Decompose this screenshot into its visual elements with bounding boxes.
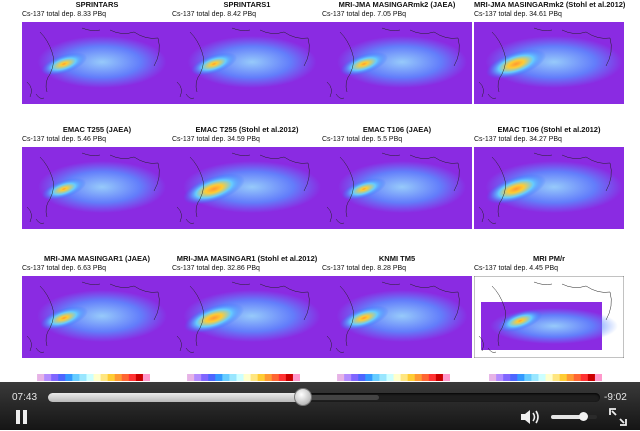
deposition-map bbox=[322, 276, 472, 358]
elapsed-time: 07:43 bbox=[12, 392, 38, 403]
panel-deposition-label: Cs-137 total dep. 8.28 PBq bbox=[322, 265, 407, 272]
deposition-map bbox=[172, 147, 322, 229]
panel-title: MRI PM/r bbox=[532, 254, 566, 263]
volume-handle[interactable] bbox=[579, 412, 589, 421]
model-comparison-grid: SPRINTARS Cs-137 total dep. 8.33 PBq SPRI… bbox=[22, 0, 626, 381]
colorbar bbox=[180, 374, 300, 381]
seek-bar[interactable] bbox=[48, 393, 600, 402]
speaker-icon[interactable] bbox=[519, 408, 543, 431]
panel-deposition-label: Cs-137 total dep. 7.05 PBq bbox=[322, 11, 407, 18]
colorbar bbox=[482, 374, 602, 381]
panel-deposition-label: Cs-137 total dep. 34.59 PBq bbox=[172, 136, 260, 143]
deposition-map bbox=[474, 276, 624, 358]
remaining-time: -9:02 bbox=[604, 392, 627, 403]
panel-title: KNMI TM5 bbox=[378, 254, 416, 263]
deposition-map bbox=[474, 147, 624, 229]
seek-handle[interactable] bbox=[293, 388, 312, 406]
panel-title: MRI-JMA MASINGAR1 (JAEA) bbox=[44, 254, 150, 263]
deposition-map bbox=[22, 22, 172, 104]
panel-title: SPRINTARS1 bbox=[223, 0, 271, 9]
deposition-map bbox=[22, 276, 172, 358]
panel-title: MRI-JMA MASINGARmk2 (JAEA) bbox=[338, 0, 456, 9]
panel-deposition-label: Cs-137 total dep. 8.33 PBq bbox=[22, 11, 107, 18]
panel-deposition-label: Cs-137 total dep. 34.27 PBq bbox=[474, 136, 562, 143]
deposition-map bbox=[172, 22, 322, 104]
fullscreen-icon[interactable] bbox=[609, 408, 627, 431]
panel-deposition-label: Cs-137 total dep. 8.42 PBq bbox=[172, 11, 257, 18]
deposition-map bbox=[322, 22, 472, 104]
pause-icon[interactable] bbox=[15, 409, 29, 430]
deposition-map bbox=[172, 276, 322, 358]
panel-title: SPRINTARS bbox=[75, 0, 119, 9]
panel-deposition-label: Cs-137 total dep. 5.46 PBq bbox=[22, 136, 107, 143]
deposition-map bbox=[322, 147, 472, 229]
panel-title: MRI-JMA MASINGAR1 (Stohl et al.2012) bbox=[176, 254, 318, 263]
video-controls: 07:43 -9:02 bbox=[0, 382, 640, 430]
volume-level bbox=[551, 415, 584, 419]
deposition-map bbox=[474, 22, 624, 104]
volume-slider[interactable] bbox=[551, 412, 597, 421]
played-bar bbox=[48, 393, 302, 402]
panel-title: EMAC T106 (Stohl et al.2012) bbox=[497, 125, 601, 134]
panel-deposition-label: Cs-137 total dep. 34.61 PBq bbox=[474, 11, 562, 18]
deposition-map bbox=[22, 147, 172, 229]
colorbar bbox=[330, 374, 450, 381]
panel-deposition-label: Cs-137 total dep. 6.63 PBq bbox=[22, 265, 107, 272]
panel-deposition-label: Cs-137 total dep. 32.86 PBq bbox=[172, 265, 260, 272]
panel-title: EMAC T255 (Stohl et al.2012) bbox=[195, 125, 299, 134]
panel-deposition-label: Cs-137 total dep. 4.45 PBq bbox=[474, 265, 559, 272]
panel-title: EMAC T106 (JAEA) bbox=[362, 125, 432, 134]
panel-title: MRI-JMA MASINGARmk2 (Stohl et al.2012) bbox=[474, 0, 626, 9]
panel-title: EMAC T255 (JAEA) bbox=[62, 125, 132, 134]
panel-deposition-label: Cs-137 total dep. 5.5 PBq bbox=[322, 136, 403, 143]
colorbar bbox=[30, 374, 150, 381]
